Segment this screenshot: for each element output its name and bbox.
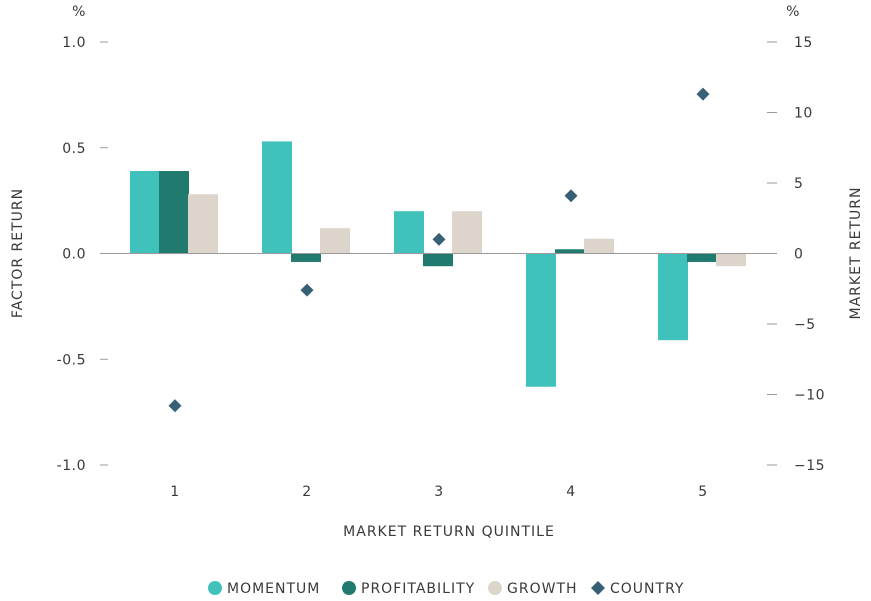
- left-axis-ticks: 1.0 0.5 0.0 -0.5 -1.0: [57, 35, 108, 474]
- y-axis-unit: %: [72, 4, 86, 20]
- right-tick-label: 5: [794, 176, 803, 192]
- right-axis-ticks: 15 10 5 0 −5 −10 −15: [767, 35, 825, 474]
- right-tick-label: 10: [794, 106, 813, 122]
- right-tick-label: 0: [794, 247, 803, 263]
- bar-growth: [584, 238, 614, 254]
- bar-profitability: [555, 249, 585, 254]
- country-point: [300, 283, 314, 297]
- legend-label-profitability: PROFITABILITY: [361, 581, 475, 597]
- bar-profitability: [687, 253, 717, 262]
- country-point: [564, 189, 578, 203]
- left-tick-label: 1.0: [62, 35, 86, 51]
- bar-momentum: [526, 253, 556, 387]
- bars: [130, 141, 746, 387]
- country-point: [168, 399, 182, 413]
- left-tick-label: -1.0: [57, 458, 86, 474]
- bar-momentum: [262, 141, 292, 254]
- x-axis-ticks: 1 2 3 4 5: [170, 484, 707, 500]
- y-axis-title: FACTOR RETURN: [10, 188, 26, 318]
- y2-axis-unit: %: [786, 4, 800, 20]
- legend-swatch-country: [591, 581, 605, 595]
- x-tick-label: 4: [566, 484, 575, 500]
- bar-momentum: [394, 211, 424, 254]
- bar-profitability: [291, 253, 321, 262]
- legend-swatch-growth: [488, 581, 502, 595]
- right-tick-label: 15: [794, 35, 813, 51]
- bar-momentum: [130, 171, 160, 254]
- x-tick-label: 1: [170, 484, 179, 500]
- right-tick-label: −5: [794, 317, 816, 333]
- bar-growth: [452, 211, 482, 254]
- right-tick-label: −15: [794, 458, 825, 474]
- x-tick-label: 2: [302, 484, 311, 500]
- legend-label-momentum: MOMENTUM: [227, 581, 320, 597]
- legend-swatch-momentum: [208, 581, 222, 595]
- country-point: [432, 232, 446, 246]
- x-axis-title: MARKET RETURN QUINTILE: [343, 524, 555, 540]
- country-markers: [168, 87, 710, 413]
- bar-growth: [188, 194, 218, 254]
- bar-momentum: [658, 253, 688, 341]
- bar-growth: [320, 228, 350, 254]
- bar-profitability: [423, 253, 453, 267]
- legend-swatch-profitability: [342, 581, 356, 595]
- left-tick-label: -0.5: [57, 352, 86, 368]
- y2-axis-title: MARKET RETURN: [848, 187, 864, 320]
- left-tick-label: 0.5: [62, 141, 86, 157]
- bar-growth: [716, 253, 746, 267]
- x-tick-label: 5: [698, 484, 707, 500]
- legend-label-growth: GROWTH: [507, 581, 578, 597]
- bar-profitability: [159, 171, 189, 254]
- legend-label-country: COUNTRY: [610, 581, 684, 597]
- legend: MOMENTUM PROFITABILITY GROWTH COUNTRY: [208, 581, 684, 597]
- x-tick-label: 3: [434, 484, 443, 500]
- left-tick-label: 0.0: [62, 247, 86, 263]
- right-tick-label: −10: [794, 388, 825, 404]
- country-point: [696, 87, 710, 101]
